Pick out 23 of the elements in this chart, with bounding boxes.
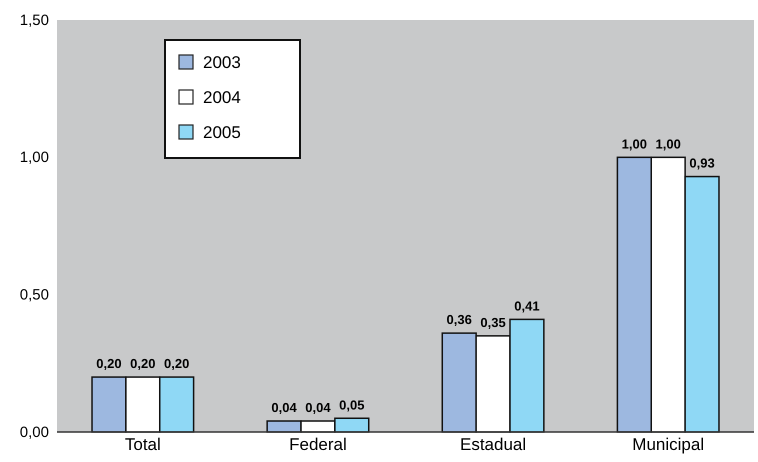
legend-label: 2004 bbox=[203, 88, 241, 107]
data-label: 0,20 bbox=[96, 356, 122, 372]
x-tick-label: Municipal bbox=[632, 435, 704, 454]
x-tick-label: Total bbox=[124, 435, 161, 454]
data-label: 0,20 bbox=[130, 356, 156, 372]
data-label: 1,00 bbox=[622, 136, 647, 152]
data-label: 1,00 bbox=[656, 136, 681, 152]
y-tick-label: 1,50 bbox=[20, 12, 49, 29]
data-label: 0,35 bbox=[480, 314, 506, 330]
data-label: 0,05 bbox=[339, 397, 364, 412]
x-tick-label: Federal bbox=[289, 435, 347, 454]
legend-label: 2003 bbox=[203, 53, 241, 72]
y-tick-label: 1,00 bbox=[20, 149, 49, 166]
y-tick-label: 0,00 bbox=[20, 424, 49, 441]
data-label: 0,93 bbox=[689, 156, 715, 171]
data-label: 0,41 bbox=[514, 298, 540, 314]
y-tick-label: 0,50 bbox=[20, 286, 49, 304]
data-label: 0,36 bbox=[446, 312, 472, 328]
data-label: 0,04 bbox=[271, 400, 298, 416]
data-label: 0,20 bbox=[164, 356, 190, 372]
x-tick-label: Estadual bbox=[460, 435, 526, 454]
data-label: 0,04 bbox=[305, 400, 332, 416]
legend-label: 2005 bbox=[203, 123, 241, 142]
